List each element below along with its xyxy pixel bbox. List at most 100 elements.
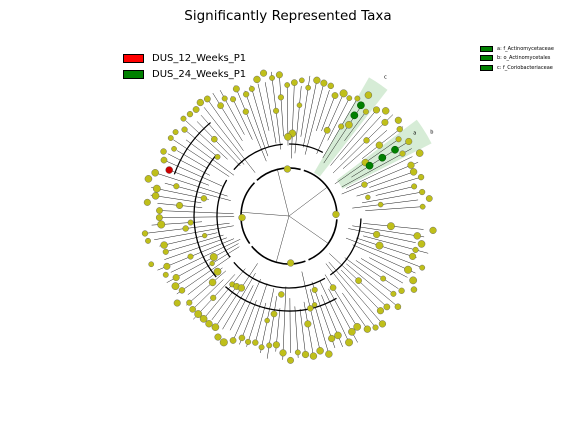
clade-letter: c [384,74,387,80]
inner-node [345,120,353,129]
leaf-branch [346,156,413,189]
inner-node [202,233,208,239]
biomarker-swatch [480,45,493,52]
leaf-node [382,107,390,115]
leaf-node [334,331,342,340]
leaf-node [230,96,237,103]
leaf-branch [211,287,236,321]
leaf-branch [151,187,209,200]
leaf-node [301,350,310,359]
leaf-branch [356,176,423,197]
branch-line [275,215,290,263]
node-green [350,111,359,120]
leaf-node [331,92,339,99]
leaf-node [328,334,336,343]
leaf-node [186,299,193,306]
order-arc [224,286,337,312]
leaf-node [181,126,188,133]
leaf-node [407,161,415,169]
leaf-branch [316,89,330,131]
inner-node [237,284,246,292]
leaf-node [229,337,237,344]
phylum-node [287,259,295,267]
leaf-node [378,320,387,328]
family-arc [173,122,211,175]
leaf-node [396,126,403,133]
leaf-node [192,106,200,113]
leaf-node [353,323,362,331]
inner-node [210,294,217,301]
leaf-branch [196,121,241,167]
legend-item-group1: DUS_12_Weeks_P1 [123,50,246,66]
leaf-node [425,195,433,202]
inner-node [278,291,285,298]
leaf-node [260,69,268,77]
leaf-branch [266,296,277,359]
leaf-node [160,148,167,155]
inner-node [273,107,280,114]
leaf-node [157,220,166,229]
inner-node [338,123,345,130]
inner-node [211,135,218,143]
leaf-branch [328,261,381,323]
leaf-node [381,118,389,126]
leaf-branch [289,298,291,353]
leaf-node [409,252,417,260]
leaf-branch [173,139,230,177]
leaf-node [172,129,179,135]
biomarker-swatch [480,55,493,62]
biomarker-swatch [480,64,493,71]
inner-node [296,102,303,108]
legend-label: DUS_24_Weeks_P1 [152,68,247,80]
leaf-node [232,85,240,93]
leaf-branch [222,272,256,330]
inner-node [365,194,371,200]
leaf-node [417,240,426,248]
leaf-branch [344,110,367,141]
leaf-branch [186,270,227,306]
leaf-node [221,95,228,102]
phylum-node [283,165,291,173]
leaf-branch [324,274,357,326]
leaf-node [305,84,311,91]
leaf-branch [212,92,243,141]
leaf-branch [369,171,415,188]
biomarker-legend-item: c: f_Coriobacteriaceae [480,63,554,73]
biomarker-legend-item: a: f_Actinomycetaceae [480,44,554,54]
leaf-branch [185,120,228,160]
leaf-node [217,102,224,109]
leaf-branch [319,280,348,340]
leaf-node [299,77,305,84]
leaf-branch [352,199,419,209]
leaf-node [383,303,391,311]
legend-swatch-green [123,69,144,79]
leaf-node [211,323,220,331]
leaf-node [199,315,208,323]
leaf-branch [173,246,240,288]
leaf-branch [159,232,218,247]
leaf-branch [158,210,234,214]
leaf-branch [246,283,268,347]
leaf-branch [325,263,375,327]
leaf-branch [369,257,408,278]
leaf-node [272,341,280,349]
leaf-branch [342,292,367,329]
leaf-branch [176,150,209,169]
inner-node [329,284,337,291]
node-red [165,166,173,174]
inner-node [355,277,362,284]
leaf-node [411,183,418,190]
leaf-branch [340,116,381,161]
leaf-node [148,261,155,268]
leaf-node [390,290,397,297]
leaf-branch [323,102,364,164]
leaf-node [145,237,151,244]
leaf-node [313,76,321,84]
inner-node [209,260,215,267]
leaf-node [171,146,177,152]
leaf-branch [375,186,415,196]
inner-node [312,302,318,308]
leaf-node [189,306,196,313]
leaf-branch [257,83,270,131]
leaf-node [214,333,222,341]
